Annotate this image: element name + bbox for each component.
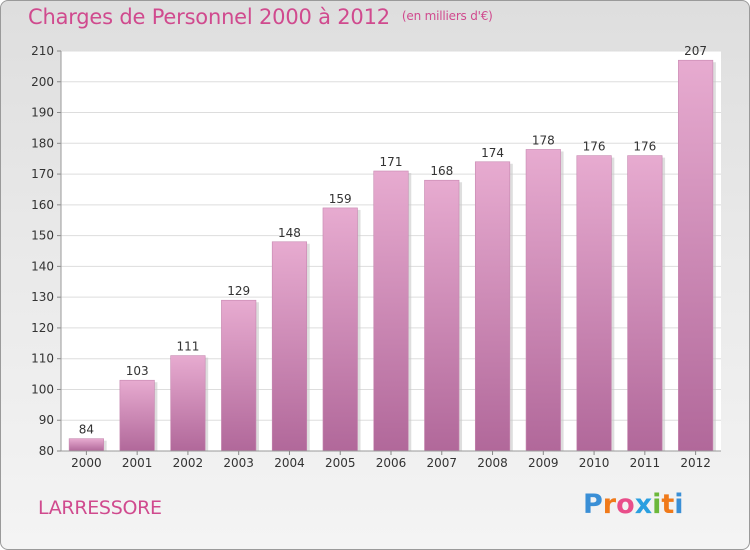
bar-2007 [424,179,460,452]
bar-2004 [271,241,308,452]
bar-2005 [322,207,358,452]
x-tick-label: 2003 [223,456,254,470]
data-label: 111 [176,340,199,354]
data-label: 168 [430,164,453,178]
data-label: 84 [79,423,94,437]
y-tick-label: 130 [31,290,54,304]
y-tick-label: 120 [31,321,54,335]
data-label: 174 [481,146,504,160]
logo-letter: r [602,489,617,520]
y-tick-label: 150 [31,229,54,243]
data-label: 159 [329,192,352,206]
x-tick-label: 2007 [426,456,457,470]
logo-letter: P [583,489,603,520]
y-tick-label: 190 [31,106,54,120]
bar-2012 [678,59,714,452]
logo-letter: o [616,489,635,520]
bar-2006 [373,170,409,452]
x-tick-label: 2000 [71,456,102,470]
bar-2003 [221,299,257,452]
x-tick-label: 2002 [173,456,204,470]
bar-2009 [525,149,561,452]
x-tick-label: 2006 [376,456,407,470]
y-tick-label: 100 [31,382,54,396]
x-tick-label: 2012 [680,456,711,470]
y-tick-label: 80 [39,444,54,458]
y-tick-label: 90 [39,413,54,427]
bar-2001 [119,379,155,452]
data-label: 171 [380,155,403,169]
proxiti-logo: Proxiti [583,489,684,520]
y-tick-label: 180 [31,136,54,150]
y-tick-label: 160 [31,198,54,212]
data-label: 129 [227,284,250,298]
commune-name: LARRESSORE [38,497,162,519]
y-tick-label: 200 [31,75,54,89]
x-tick-label: 2009 [528,456,559,470]
bar-2002 [170,355,206,452]
chart-title-text: Charges de Personnel 2000 à 2012 [28,5,390,29]
bar-2011 [627,155,663,452]
x-tick-label: 2005 [325,456,356,470]
logo-letter: i [674,489,684,520]
chart-title-unit: (en milliers d'€) [401,9,493,23]
y-tick-label: 110 [31,352,54,366]
bar-2008 [474,161,511,452]
data-label: 103 [126,364,149,378]
y-tick-label: 210 [31,44,54,58]
data-label: 207 [684,44,707,58]
y-tick-label: 170 [31,167,54,181]
chart-title: Charges de Personnel 2000 à 2012 (en mill… [28,5,493,29]
data-label: 176 [583,140,606,154]
data-label: 178 [532,133,555,147]
x-tick-label: 2001 [122,456,153,470]
data-label: 148 [278,226,301,240]
bar-2010 [576,155,612,452]
x-tick-label: 2008 [477,456,508,470]
x-tick-label: 2004 [274,456,305,470]
x-tick-label: 2010 [579,456,610,470]
x-tick-label: 2011 [630,456,661,470]
logo-letter: t [661,489,675,520]
bar-2000 [68,438,104,452]
logo-letter: x [634,489,653,520]
data-label: 176 [633,140,656,154]
logo-letter: i [652,489,662,520]
y-tick-label: 140 [31,259,54,273]
